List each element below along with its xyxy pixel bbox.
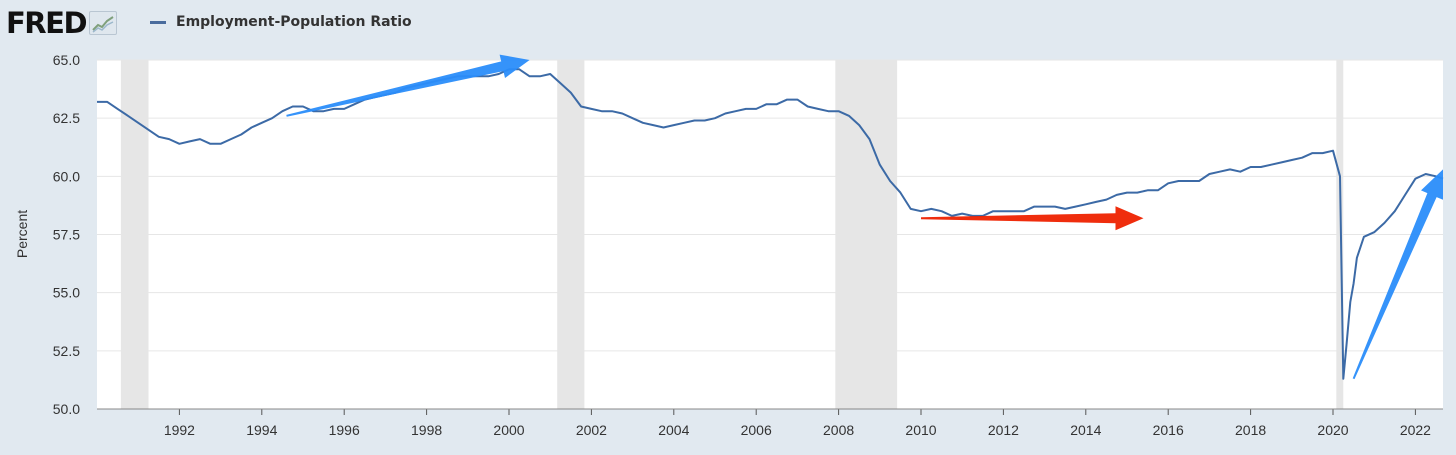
legend-swatch [150,20,166,24]
y-tick-label: 60.0 [53,168,80,184]
red-arrow [921,206,1144,231]
series-line [97,68,1444,380]
y-tick-label: 65.0 [53,52,80,68]
x-tick-label: 2004 [658,422,689,438]
line-chart: 50.052.555.057.560.062.565.0 1992 1994 199… [14,52,1444,438]
x-tick-label: 2014 [1070,422,1101,438]
blue-arrow [286,54,530,117]
annotation-arrows [286,54,1443,380]
chart-area: 50.0 52.5 55.0 57.5 60.0 62.5 65.0 1992 1994 199… [0,50,1456,450]
y-tick-label: 55.0 [53,285,80,301]
x-tick-label: 2020 [1317,422,1348,438]
x-tick-label: 2016 [1153,422,1184,438]
logo-text: FRED [6,5,88,40]
x-tick-label: 1998 [411,422,442,438]
x-tick-label: 1992 [164,422,195,438]
legend-label: Employment-Population Ratio [176,14,412,30]
y-axis-ticks: 50.0 52.5 55.0 57.5 60.0 62.5 65.0 [53,52,80,417]
x-tick-label: 2012 [988,422,1019,438]
x-tick-label: 2022 [1400,422,1431,438]
x-tick-label: 2018 [1235,422,1266,438]
series-layer [97,68,1444,380]
y-tick-label: 50.0 [53,401,80,417]
x-tick-label: 2006 [741,422,772,438]
blue-arrow [1352,169,1443,380]
chart-legend: Employment-Population Ratio [150,14,412,30]
y-axis-label: Percent [14,210,30,258]
line-graph-icon [89,11,118,35]
fred-logo[interactable]: FRED [6,5,118,40]
x-tick-label: 1994 [246,422,277,438]
x-tick-label: 2008 [823,422,854,438]
chart-header: FRED Employment-Population Ratio [0,0,1456,50]
x-tick-label: 2000 [493,422,524,438]
y-tick-label: 52.5 [53,343,80,359]
x-tick-label: 1996 [329,422,360,438]
y-tick-label: 62.5 [53,110,80,126]
x-tick-label: 2002 [576,422,607,438]
x-tick-label: 2010 [905,422,936,438]
y-tick-label: 57.5 [53,227,80,243]
x-axis-ticks: 1992 1994 1996 1998 2000 2002 2004 2006 2008 2010… [97,408,1443,438]
